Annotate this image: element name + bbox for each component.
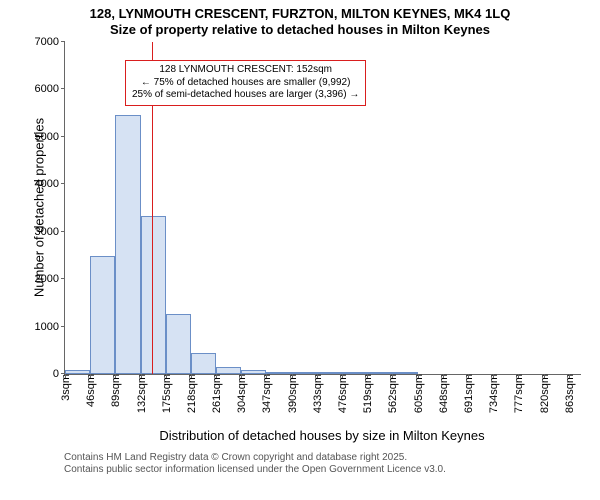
annotation-box: 128 LYNMOUTH CRESCENT: 152sqm← 75% of de… — [125, 60, 366, 106]
x-axis-label: Distribution of detached houses by size … — [64, 428, 580, 443]
y-tick-mark — [61, 183, 65, 184]
footer-line-2: Contains public sector information licen… — [64, 464, 446, 476]
title-line-2: Size of property relative to detached ho… — [0, 22, 600, 38]
x-tick-mark — [90, 374, 91, 378]
histogram-bar — [292, 372, 317, 374]
x-tick-mark — [443, 374, 444, 378]
x-tick-mark — [418, 374, 419, 378]
x-tick-label: 519sqm — [360, 374, 374, 413]
x-tick-label: 175sqm — [159, 374, 173, 413]
x-tick-mark — [544, 374, 545, 378]
x-tick-mark — [569, 374, 570, 378]
x-tick-label: 3sqm — [58, 374, 72, 401]
x-tick-mark — [367, 374, 368, 378]
y-tick-label: 6000 — [35, 83, 65, 95]
histogram-bar — [191, 353, 216, 374]
x-tick-mark — [216, 374, 217, 378]
x-tick-label: 734sqm — [486, 374, 500, 413]
x-tick-label: 433sqm — [310, 374, 324, 413]
y-axis-label: Number of detached properties — [32, 98, 47, 318]
histogram-bar — [266, 372, 291, 374]
x-tick-label: 820sqm — [537, 374, 551, 413]
histogram-bar — [367, 372, 392, 374]
footer-attribution: Contains HM Land Registry data © Crown c… — [64, 452, 446, 476]
x-tick-mark — [292, 374, 293, 378]
y-tick-label: 1000 — [35, 321, 65, 333]
y-tick-mark — [61, 136, 65, 137]
y-tick-mark — [61, 278, 65, 279]
x-tick-label: 476sqm — [335, 374, 349, 413]
x-tick-label: 347sqm — [259, 374, 273, 413]
x-tick-mark — [65, 374, 66, 378]
x-tick-label: 46sqm — [83, 374, 97, 407]
chart-title: 128, LYNMOUTH CRESCENT, FURZTON, MILTON … — [0, 0, 600, 37]
x-tick-mark — [317, 374, 318, 378]
x-tick-mark — [342, 374, 343, 378]
histogram-bar — [216, 367, 241, 374]
x-tick-mark — [115, 374, 116, 378]
x-tick-mark — [191, 374, 192, 378]
x-tick-mark — [166, 374, 167, 378]
histogram-bar — [392, 372, 417, 374]
histogram-bar — [166, 314, 191, 374]
plot-area: 010002000300040005000600070003sqm46sqm89… — [64, 42, 581, 375]
footer-line-1: Contains HM Land Registry data © Crown c… — [64, 452, 446, 464]
x-tick-label: 777sqm — [511, 374, 525, 413]
histogram-bar — [317, 372, 342, 374]
histogram-bar — [90, 256, 115, 374]
annotation-line: ← 75% of detached houses are smaller (9,… — [132, 77, 359, 90]
x-tick-mark — [493, 374, 494, 378]
histogram-bar — [342, 372, 367, 374]
histogram-bar — [115, 115, 140, 374]
y-tick-mark — [61, 326, 65, 327]
x-tick-label: 648sqm — [436, 374, 450, 413]
x-tick-label: 304sqm — [234, 374, 248, 413]
histogram-bar — [65, 370, 90, 374]
x-tick-label: 691sqm — [461, 374, 475, 413]
x-tick-label: 132sqm — [134, 374, 148, 413]
x-tick-mark — [266, 374, 267, 378]
x-tick-mark — [468, 374, 469, 378]
x-tick-mark — [518, 374, 519, 378]
chart-container: 128, LYNMOUTH CRESCENT, FURZTON, MILTON … — [0, 0, 600, 500]
x-tick-label: 562sqm — [385, 374, 399, 413]
x-tick-mark — [141, 374, 142, 378]
x-tick-mark — [241, 374, 242, 378]
y-tick-label: 7000 — [35, 36, 65, 48]
x-tick-label: 605sqm — [411, 374, 425, 413]
x-tick-label: 218sqm — [184, 374, 198, 413]
x-tick-label: 89sqm — [108, 374, 122, 407]
y-tick-mark — [61, 231, 65, 232]
annotation-line: 25% of semi-detached houses are larger (… — [132, 89, 359, 102]
histogram-bar — [241, 370, 266, 374]
annotation-line: 128 LYNMOUTH CRESCENT: 152sqm — [132, 64, 359, 77]
x-tick-mark — [392, 374, 393, 378]
y-tick-mark — [61, 88, 65, 89]
x-tick-label: 261sqm — [209, 374, 223, 413]
x-tick-label: 863sqm — [562, 374, 576, 413]
x-tick-label: 390sqm — [285, 374, 299, 413]
y-tick-mark — [61, 41, 65, 42]
title-line-1: 128, LYNMOUTH CRESCENT, FURZTON, MILTON … — [0, 6, 600, 22]
